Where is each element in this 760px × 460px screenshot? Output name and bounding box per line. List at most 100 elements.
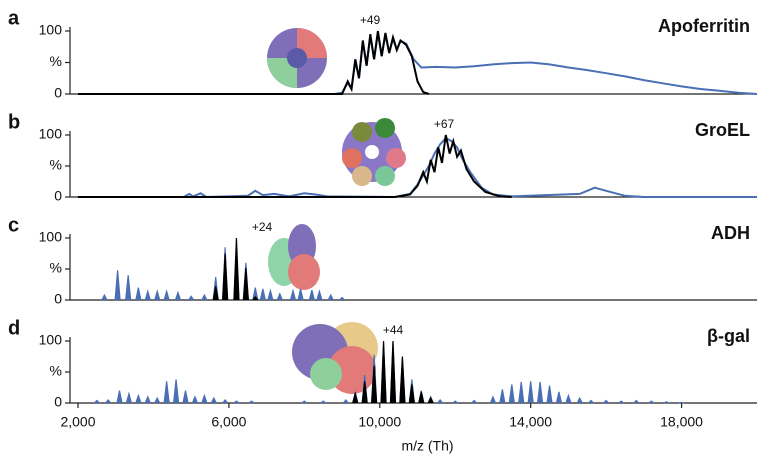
panel-title: Apoferritin (658, 16, 750, 36)
spectrum-peak (289, 288, 297, 301)
panel-title: β-gal (707, 326, 750, 346)
spectrum-peak (371, 365, 378, 404)
y-tick-label: 0 (54, 188, 62, 204)
spectrum-peak (342, 398, 349, 404)
panel-label: d (8, 317, 20, 339)
spectrum-peak (308, 289, 315, 301)
spectrum-peak (163, 381, 170, 404)
spectrum-peak (212, 286, 219, 301)
y-tick-label: 100 (39, 126, 63, 142)
spectrum-peak (427, 396, 434, 404)
spectrum-peak (93, 399, 100, 404)
spectrum-peak (276, 292, 283, 301)
spectrum-peak (144, 395, 151, 404)
apoferritin-structure (267, 28, 327, 88)
spectrum-peak (471, 399, 478, 404)
x-tick-label: 14,000 (509, 414, 552, 430)
spectrum-peak (222, 398, 229, 404)
adh-structure (268, 224, 320, 290)
panel-label: c (8, 214, 19, 236)
spectrum-peak (418, 391, 425, 404)
peak-annotation: +44 (383, 323, 404, 337)
panel-title: ADH (711, 223, 750, 243)
y-tick-label: % (50, 157, 62, 173)
spectrum-peak (154, 289, 161, 301)
x-tick-label: 18,000 (660, 414, 703, 430)
spectrum-peak (174, 290, 182, 301)
spectrum-peak (252, 295, 259, 301)
spectrum-peak (135, 393, 142, 404)
spectrum-peak (201, 293, 208, 301)
spectrum-peak (210, 396, 217, 404)
beta-gal-structure (292, 322, 378, 394)
spectrum-peak (380, 340, 387, 404)
spectrum-peak (565, 393, 572, 404)
peak-annotation: +24 (252, 220, 273, 234)
spectrum-peak (508, 384, 515, 404)
spectrum-peak (320, 400, 327, 404)
spectrum-peak (242, 267, 249, 301)
spectrum-peak (648, 400, 655, 404)
y-tick-label: 100 (39, 229, 63, 245)
spectrum-peak (399, 356, 406, 404)
spectrum-peak (135, 287, 142, 301)
spectrum-peak (618, 400, 625, 404)
spectrum-peak (144, 289, 151, 301)
spectrum-peak (339, 296, 345, 301)
spectrum-peak (163, 289, 170, 301)
spectrum-peak (233, 400, 240, 404)
spectrum-peak (678, 401, 685, 404)
spectrum-peak (259, 288, 266, 301)
panel-label: a (8, 7, 20, 29)
spectrum-line (78, 134, 512, 198)
spectrum-peak (489, 395, 497, 404)
y-tick-label: 0 (54, 85, 62, 101)
spectrum-peak (408, 384, 415, 404)
y-tick-label: % (50, 53, 62, 69)
spectrum-peak (316, 289, 323, 301)
spectrum-peak (389, 340, 397, 404)
spectrum-peak (105, 398, 112, 404)
spectrum-peak (603, 399, 610, 404)
x-axis-label: m/z (Th) (401, 438, 453, 454)
spectrum-peak (663, 401, 670, 404)
spectrum-peak (555, 391, 563, 404)
y-tick-label: 0 (54, 394, 62, 410)
spectrum-peak (301, 400, 308, 404)
panel-title: GroEL (695, 120, 750, 140)
spectrum-peak (252, 287, 259, 301)
spectrum-peak (527, 381, 534, 404)
peak-annotation: +67 (434, 117, 455, 131)
spectrum-peak (125, 275, 132, 301)
spectrum-peak (154, 396, 161, 404)
spectrum-peak (352, 391, 359, 404)
spectrum-peak (267, 288, 274, 301)
spectrum-line (78, 33, 758, 95)
spectrum-peak (222, 253, 229, 301)
spectrum-peak (588, 399, 594, 404)
spectrum-peak (172, 379, 180, 404)
x-tick-label: 2,000 (60, 414, 95, 430)
spectrum-line (78, 136, 757, 199)
y-tick-label: % (50, 363, 62, 379)
spectrum-peak (101, 293, 108, 301)
spectrum-peak (537, 381, 544, 404)
y-tick-label: 100 (39, 332, 63, 348)
x-tick-label: 10,000 (358, 414, 401, 430)
y-tick-label: 0 (54, 291, 62, 307)
spectrum-peak (452, 400, 459, 404)
protein-structures (267, 28, 406, 394)
spectrum-peak (518, 381, 525, 404)
spectrum-peak (499, 389, 506, 404)
spectrum-peak (191, 395, 198, 404)
spectrum-peak (327, 293, 334, 301)
spectrum-peak (116, 390, 123, 404)
spectrum-peak (546, 385, 553, 404)
spectrum-peak (437, 398, 444, 404)
spectrum-peak (248, 400, 255, 404)
spectrum-peak (125, 391, 133, 404)
spectrum-peak (361, 381, 368, 404)
panel-label: b (8, 111, 20, 133)
spectrum-peak (114, 270, 121, 301)
